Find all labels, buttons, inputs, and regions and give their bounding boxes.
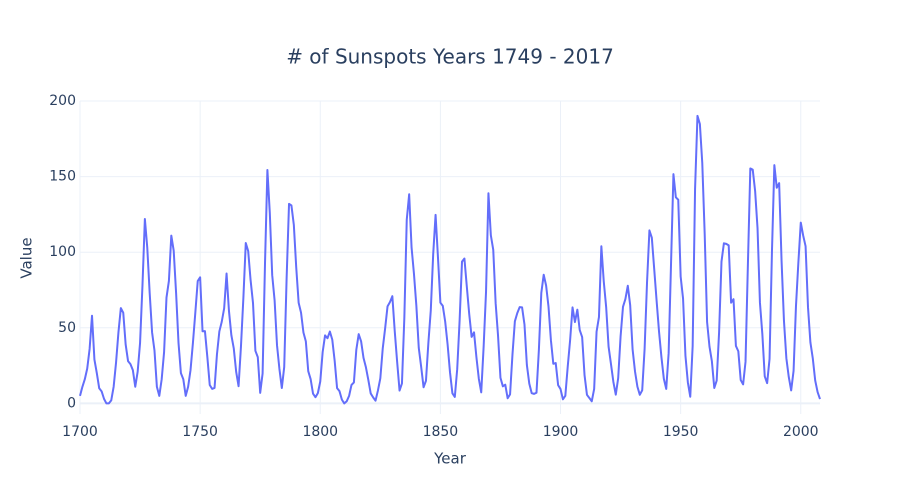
y-tick-label: 0 — [67, 395, 76, 411]
y-tick-label: 100 — [49, 244, 76, 260]
x-tick-label: 1950 — [663, 424, 699, 440]
data-line — [79, 114, 821, 405]
x-tick-label: 1900 — [543, 424, 579, 440]
y-tick-label: 150 — [49, 169, 76, 185]
x-tick-label: 1850 — [423, 424, 459, 440]
y-axis-title: Value — [18, 237, 36, 278]
x-tick-label: 1750 — [182, 424, 218, 440]
x-tick-label: 1800 — [302, 424, 338, 440]
x-axis-title: Year — [433, 450, 467, 468]
y-tick-label: 200 — [49, 93, 76, 109]
x-tick-label: 2000 — [783, 424, 819, 440]
chart-title: # of Sunspots Years 1749 - 2017 — [286, 45, 614, 69]
y-tick-label: 50 — [58, 320, 76, 336]
x-tick-label: 1700 — [62, 424, 98, 440]
